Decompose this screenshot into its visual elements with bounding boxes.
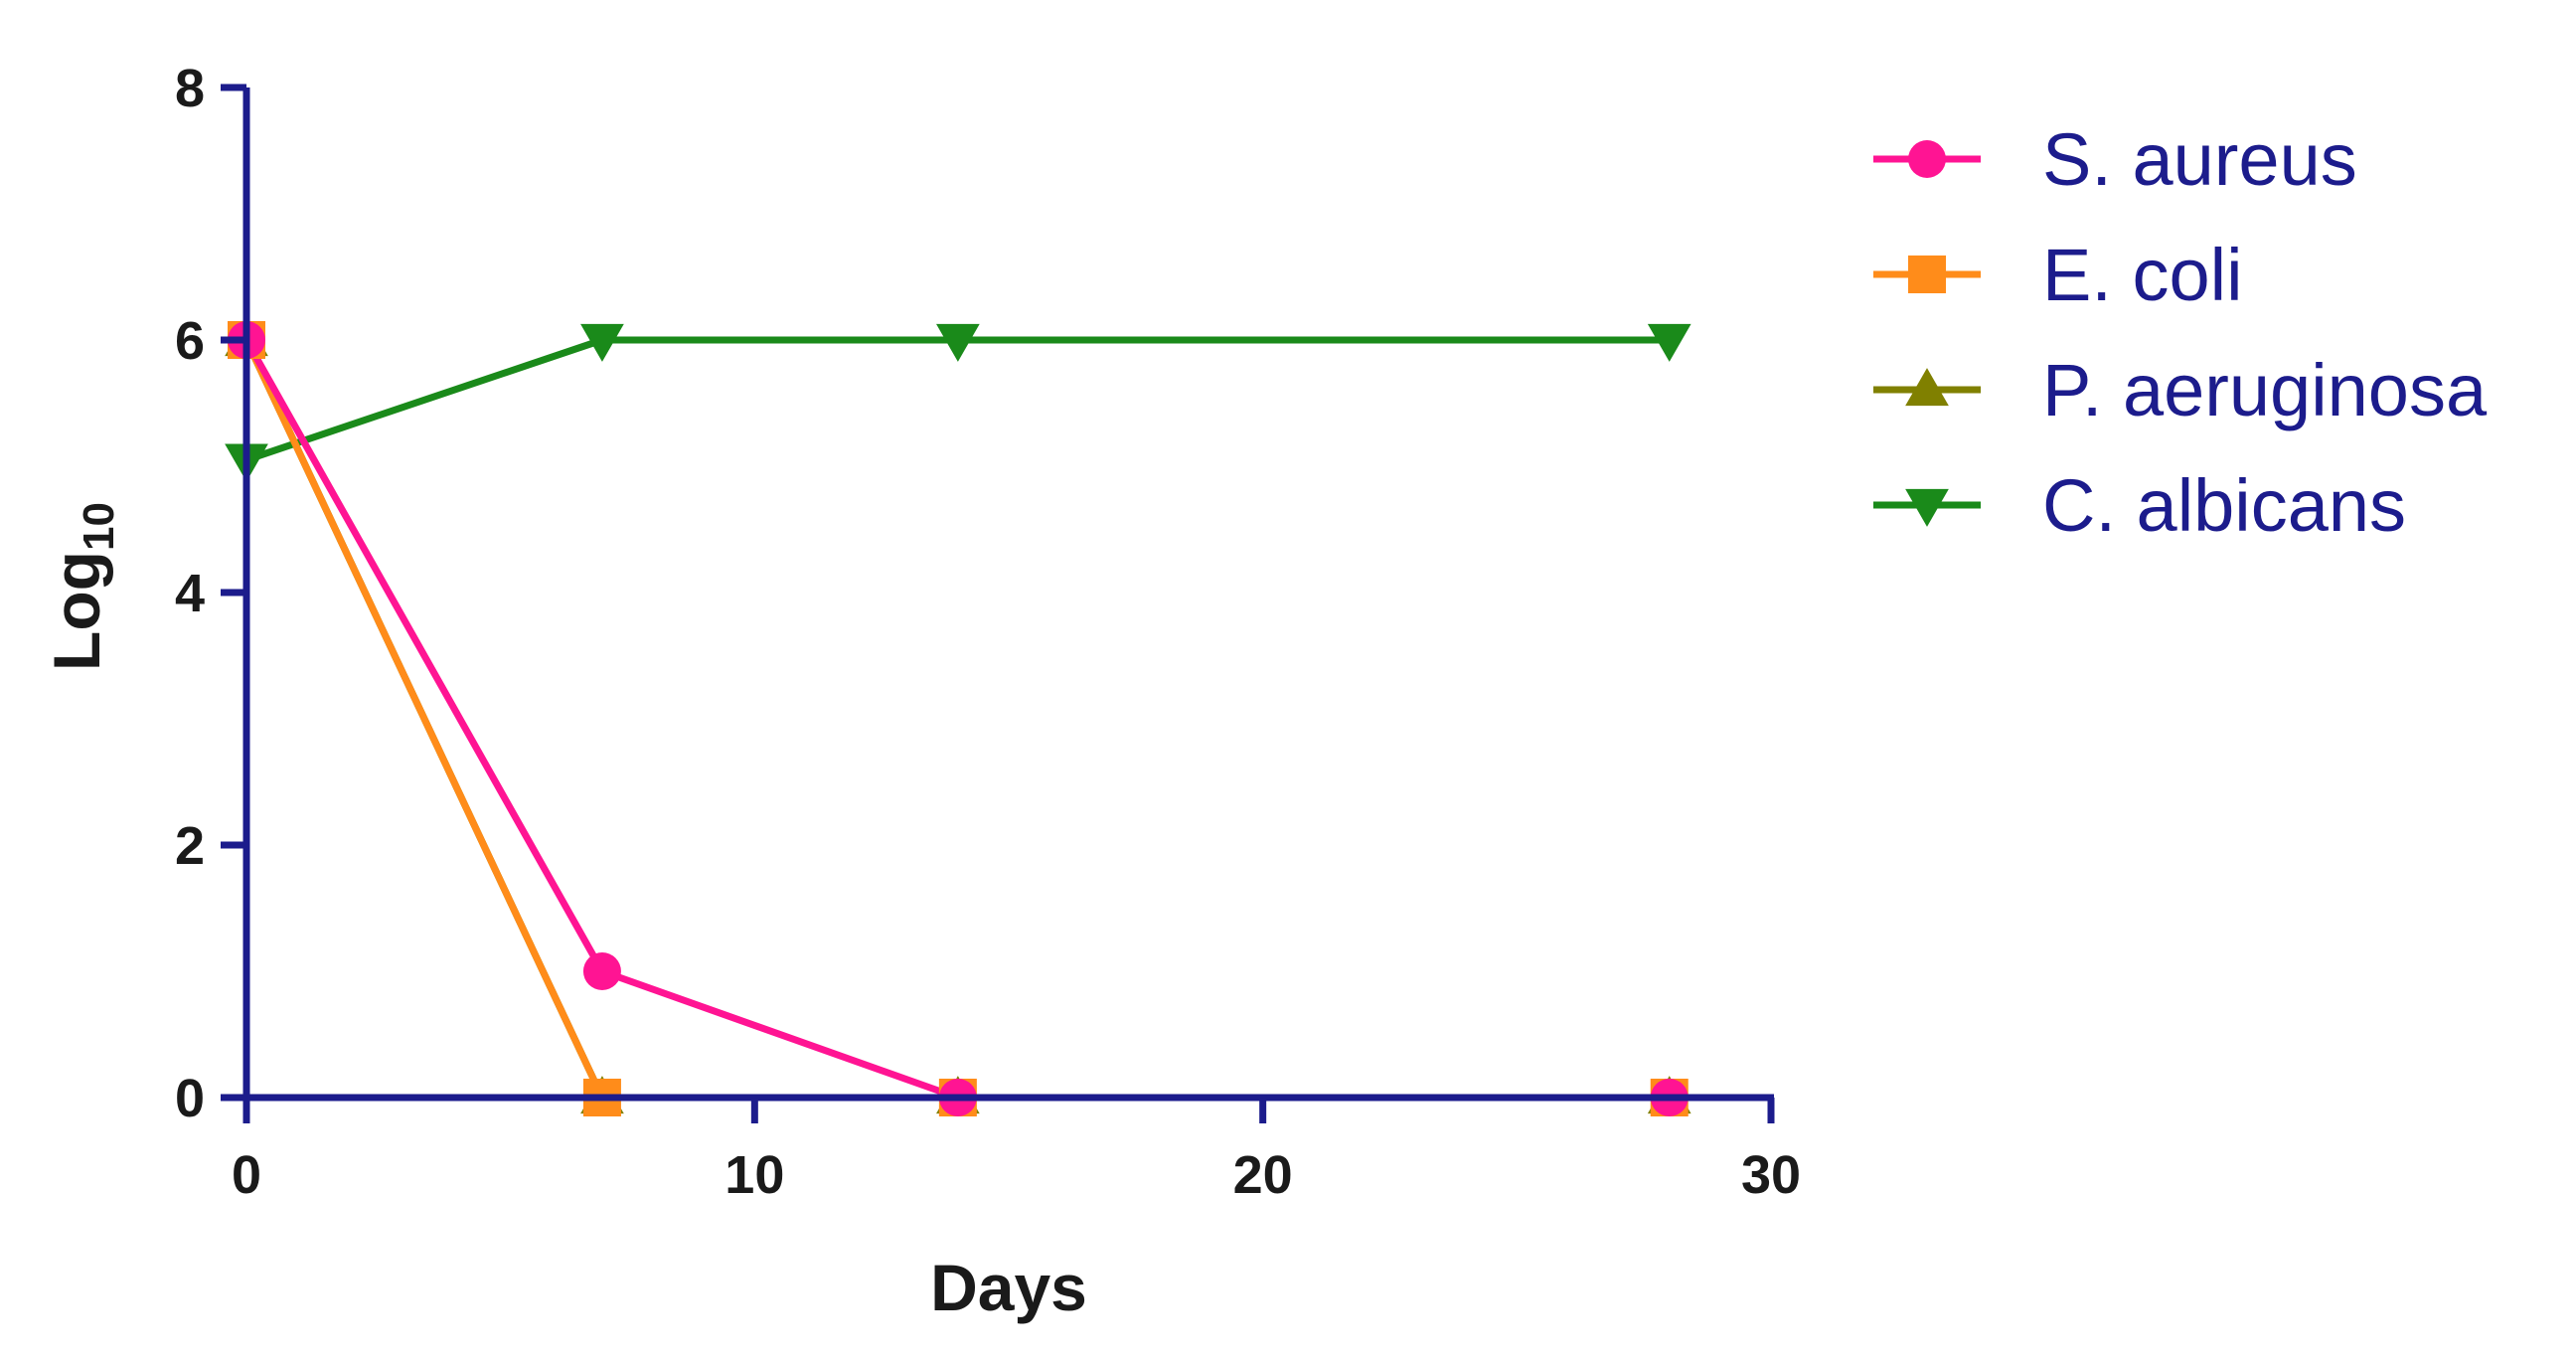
y-tick-label: 6	[175, 311, 205, 371]
y-tick-label: 0	[175, 1069, 205, 1128]
y-tick-label: 8	[175, 59, 205, 118]
legend-marker	[1905, 368, 1949, 407]
legend-label: C. albicans	[2042, 464, 2406, 547]
data-point	[582, 952, 621, 990]
y-axis-title-base: Log	[40, 551, 113, 671]
data-point	[1647, 323, 1691, 362]
legend-item: P. aeruginosa	[1873, 349, 2488, 431]
x-tick-label: 10	[724, 1145, 784, 1205]
y-tick-label: 2	[175, 816, 205, 876]
legend-item: E. coli	[1873, 234, 2243, 316]
x-tick-label: 20	[1233, 1145, 1293, 1205]
series-layer	[225, 318, 1691, 1116]
legend: S. aureus E. coli P. aeruginosa C. albicans	[1873, 118, 2488, 547]
y-tick-label: 4	[175, 564, 205, 623]
x-tick-label: 30	[1741, 1145, 1801, 1205]
y-axis-title-subscript: 10	[75, 502, 123, 551]
y-axis-title: Log10	[40, 502, 123, 671]
series-line	[244, 336, 1670, 463]
series-line	[242, 338, 1670, 1102]
x-tick-label: 0	[232, 1145, 261, 1205]
legend-label: S. aureus	[2042, 118, 2357, 201]
x-axis-title: Days	[930, 1251, 1087, 1324]
legend-item: C. albicans	[1873, 464, 2406, 547]
legend-label: E. coli	[2042, 234, 2243, 316]
legend-marker	[1905, 488, 1949, 527]
axes: 0 2 4 6 8 0 10 20 30	[175, 59, 1801, 1205]
data-point	[936, 323, 980, 362]
legend-item: S. aureus	[1873, 118, 2357, 201]
legend-marker	[1908, 256, 1946, 293]
legend-marker	[1908, 140, 1946, 178]
legend-label: P. aeruginosa	[2042, 349, 2488, 431]
data-point	[580, 323, 624, 362]
